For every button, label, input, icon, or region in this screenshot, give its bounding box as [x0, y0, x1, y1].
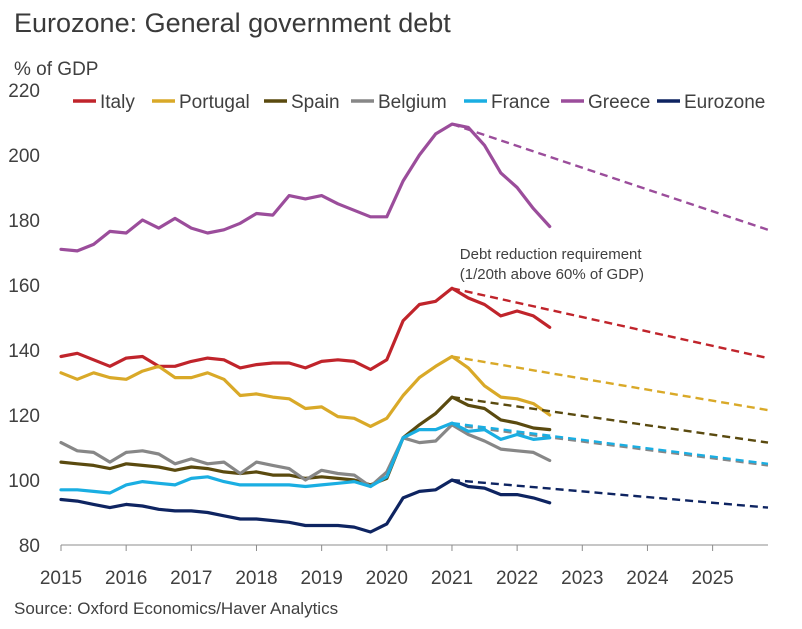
x-tick-label: 2015 — [40, 568, 82, 589]
series-line-italy — [59, 286, 552, 372]
projection-line-spain — [451, 395, 769, 444]
projection-line-eurozone — [451, 478, 769, 509]
series-line-spain — [59, 395, 552, 487]
projection-line-portugal — [451, 355, 769, 412]
annotation-line-1: Debt reduction requirement — [460, 246, 643, 263]
projection-line-greece — [451, 122, 769, 231]
x-tick-label: 2019 — [301, 568, 343, 589]
x-tick-label: 2024 — [626, 568, 669, 589]
series-lines — [59, 122, 769, 534]
y-tick-label: 180 — [8, 211, 40, 232]
projection-line-belgium — [451, 423, 769, 467]
annotation-line-2: (1/20th above 60% of GDP) — [460, 266, 644, 283]
series-line-eurozone — [59, 478, 552, 534]
series-line-france — [59, 421, 552, 495]
y-axis-label: % of GDP — [14, 59, 98, 80]
y-tick-label: 120 — [8, 406, 40, 427]
y-tick-label: 80 — [19, 536, 40, 557]
legend-label-portugal: Portugal — [179, 92, 250, 113]
legend-label-italy: Italy — [100, 92, 135, 113]
annotation: Debt reduction requirement (1/20th above… — [460, 246, 644, 283]
legend-label-eurozone: Eurozone — [684, 92, 765, 113]
x-tick-label: 2016 — [105, 568, 147, 589]
x-tick-label: 2017 — [170, 568, 212, 589]
y-tick-label: 220 — [8, 81, 40, 102]
y-axis: 80 100 120 140 160 180 200 220 — [8, 81, 40, 557]
y-tick-label: 100 — [8, 471, 40, 492]
legend-label-spain: Spain — [291, 92, 340, 113]
x-tick-label: 2020 — [366, 568, 408, 589]
y-tick-label: 160 — [8, 276, 40, 297]
legend-label-belgium: Belgium — [378, 92, 447, 113]
x-tick-label: 2021 — [431, 568, 473, 589]
projection-line-france — [451, 421, 769, 465]
y-tick-label: 200 — [8, 146, 40, 167]
x-tick-label: 2018 — [235, 568, 277, 589]
y-tick-label: 140 — [8, 341, 40, 362]
chart-title: Eurozone: General government debt — [14, 8, 451, 38]
series-line-greece — [59, 122, 552, 253]
x-axis: 2015 2016 2017 2018 2019 2020 2021 2022 2023 2024… — [40, 544, 768, 589]
legend: Italy Portugal Spain Belgium France Greece Eur… — [73, 92, 765, 113]
x-tick-label: 2022 — [496, 568, 538, 589]
series-line-belgium — [59, 423, 552, 489]
source-note: Source: Oxford Economics/Haver Analytics — [14, 599, 339, 618]
legend-label-france: France — [491, 92, 550, 113]
projection-line-italy — [451, 287, 769, 360]
x-tick-label: 2023 — [561, 568, 603, 589]
x-tick-label: 2025 — [691, 568, 733, 589]
series-line-portugal — [59, 354, 552, 428]
legend-label-greece: Greece — [588, 92, 650, 113]
